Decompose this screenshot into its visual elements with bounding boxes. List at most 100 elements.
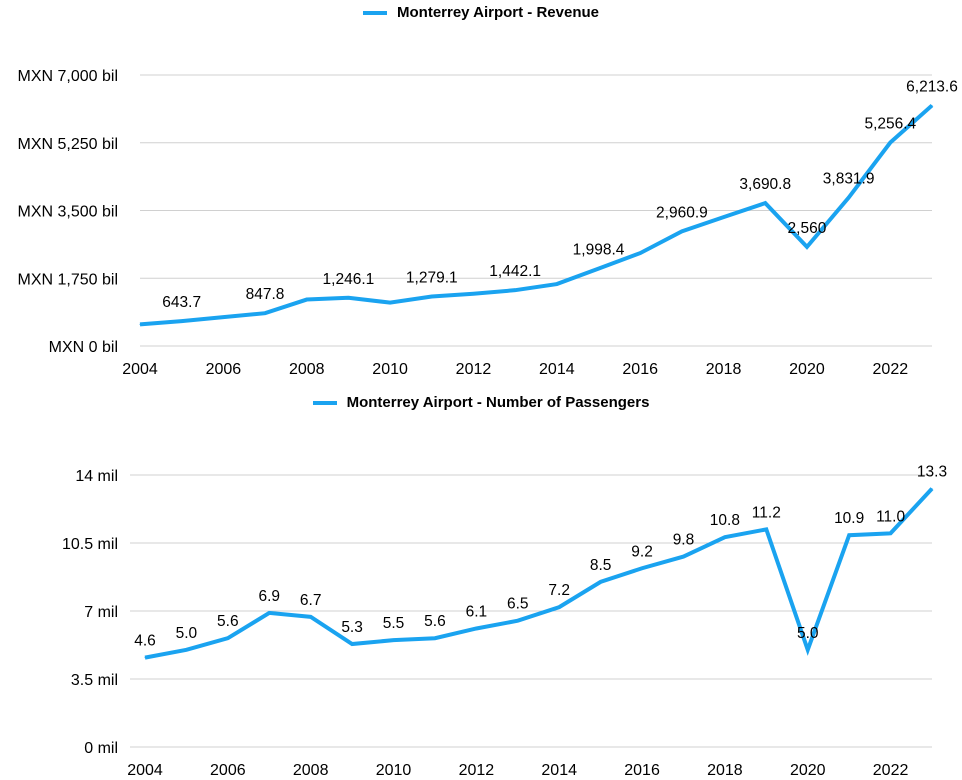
passengers-ytick-label: 0 mil bbox=[84, 740, 118, 757]
revenue-data-point bbox=[764, 202, 766, 204]
revenue-plot: MXN 0 bil MXN 1,750 bil MXN 3,500 bil MXN 5… bbox=[18, 68, 958, 378]
revenue-data-label: 1,279.1 bbox=[406, 269, 458, 286]
revenue-data-point bbox=[222, 316, 224, 318]
revenue-data-label: 5,256.4 bbox=[864, 116, 916, 133]
revenue-data-point bbox=[514, 289, 516, 291]
revenue-data-point bbox=[931, 104, 933, 106]
revenue-legend: Monterrey Airport - Revenue bbox=[0, 4, 962, 21]
passengers-data-point bbox=[848, 534, 850, 536]
revenue-data-point bbox=[848, 197, 850, 199]
passengers-xtick-label: 2012 bbox=[459, 762, 495, 779]
passengers-data-point bbox=[185, 649, 187, 651]
passengers-plot: 0 mil 3.5 mil 7 mil 10.5 mil 14 mil 2004 2006 2… bbox=[62, 464, 947, 779]
passengers-data-point bbox=[600, 581, 602, 583]
passengers-data-label: 10.8 bbox=[710, 512, 740, 529]
passengers-data-label: 13.3 bbox=[917, 464, 947, 481]
passengers-data-point bbox=[475, 627, 477, 629]
revenue-xtick-label: 2018 bbox=[706, 361, 742, 378]
passengers-legend-swatch bbox=[312, 400, 337, 405]
passengers-data-label: 10.9 bbox=[834, 510, 864, 527]
revenue-ytick-label: MXN 7,000 bil bbox=[18, 68, 119, 85]
passengers-data-label: 5.6 bbox=[424, 613, 446, 630]
passengers-xtick-label: 2020 bbox=[790, 762, 826, 779]
revenue-data-point bbox=[598, 268, 600, 270]
passengers-ytick-label: 3.5 mil bbox=[71, 672, 118, 689]
passengers-xtick-label: 2022 bbox=[873, 762, 909, 779]
revenue-ytick-label: MXN 1,750 bil bbox=[18, 271, 119, 288]
revenue-ytick-label: MXN 3,500 bil bbox=[18, 204, 119, 221]
revenue-data-point bbox=[181, 320, 183, 322]
passengers-xtick-label: 2014 bbox=[541, 762, 577, 779]
revenue-data-point bbox=[264, 312, 266, 314]
passengers-data-point bbox=[351, 643, 353, 645]
revenue-ytick-label: MXN 0 bil bbox=[49, 339, 118, 356]
revenue-data-label: 847.8 bbox=[246, 286, 285, 303]
revenue-series-line bbox=[139, 103, 934, 327]
passengers-legend: Monterrey Airport - Number of Passengers bbox=[0, 394, 962, 411]
revenue-data-label: 3,690.8 bbox=[739, 176, 791, 193]
revenue-xtick-label: 2006 bbox=[206, 361, 242, 378]
revenue-data-point bbox=[806, 246, 808, 248]
passengers-data-label: 5.5 bbox=[383, 615, 405, 632]
revenue-data-point bbox=[889, 142, 891, 144]
passengers-xtick-label: 2006 bbox=[210, 762, 246, 779]
passengers-data-label: 5.3 bbox=[341, 619, 363, 636]
revenue-legend-swatch bbox=[363, 10, 387, 15]
revenue-xtick-label: 2020 bbox=[789, 361, 825, 378]
passengers-data-label: 7.2 bbox=[548, 582, 570, 599]
passengers-data-point bbox=[724, 536, 726, 538]
passengers-ytick-label: 14 mil bbox=[75, 468, 118, 485]
revenue-data-point bbox=[431, 295, 433, 297]
passengers-xtick-label: 2016 bbox=[624, 762, 660, 779]
revenue-data-point bbox=[723, 216, 725, 218]
passengers-data-point bbox=[931, 488, 933, 490]
revenue-xtick-label: 2022 bbox=[873, 361, 909, 378]
passengers-data-point bbox=[310, 616, 312, 618]
passengers-data-label: 6.5 bbox=[507, 596, 529, 613]
revenue-xtick-label: 2004 bbox=[122, 361, 158, 378]
passengers-chart: Monterrey Airport - Number of Passengers… bbox=[0, 390, 962, 780]
revenue-data-point bbox=[139, 323, 141, 325]
revenue-data-point bbox=[472, 293, 474, 295]
revenue-data-point bbox=[389, 302, 391, 304]
passengers-data-point bbox=[144, 657, 146, 659]
passengers-data-label: 5.6 bbox=[217, 613, 239, 630]
passengers-data-label: 5.0 bbox=[797, 625, 819, 642]
revenue-ytick-label: MXN 5,250 bil bbox=[18, 136, 119, 153]
passengers-ytick-label: 10.5 mil bbox=[62, 536, 118, 553]
revenue-xtick-label: 2014 bbox=[539, 361, 575, 378]
revenue-data-point bbox=[347, 297, 349, 299]
passengers-data-point bbox=[807, 649, 809, 651]
passengers-data-label: 9.2 bbox=[631, 543, 653, 560]
passengers-xtick-label: 2018 bbox=[707, 762, 743, 779]
revenue-data-point bbox=[306, 299, 308, 301]
passengers-data-label: 8.5 bbox=[590, 557, 612, 574]
passengers-data-point bbox=[890, 532, 892, 534]
revenue-xtick-label: 2016 bbox=[622, 361, 658, 378]
passengers-data-label: 4.6 bbox=[134, 633, 156, 650]
passengers-data-point bbox=[641, 567, 643, 569]
passengers-data-point bbox=[227, 637, 229, 639]
passengers-series-line bbox=[144, 487, 934, 660]
passengers-legend-label: Monterrey Airport - Number of Passengers bbox=[346, 394, 650, 411]
passengers-xtick-label: 2010 bbox=[376, 762, 412, 779]
passengers-data-label: 6.9 bbox=[258, 588, 280, 605]
passengers-data-point bbox=[682, 556, 684, 558]
revenue-data-label: 643.7 bbox=[162, 294, 201, 311]
revenue-data-point bbox=[556, 283, 558, 285]
revenue-xtick-label: 2012 bbox=[456, 361, 492, 378]
revenue-data-label: 6,213.6 bbox=[906, 78, 958, 95]
passengers-data-point bbox=[434, 637, 436, 639]
revenue-xtick-label: 2008 bbox=[289, 361, 325, 378]
revenue-legend-label: Monterrey Airport - Revenue bbox=[397, 4, 599, 21]
passengers-data-point bbox=[393, 639, 395, 641]
passengers-ytick-label: 7 mil bbox=[84, 604, 118, 621]
revenue-data-label: 1,246.1 bbox=[323, 271, 375, 288]
revenue-chart: Monterrey Airport - Revenue MXN 0 bil MXN… bbox=[0, 4, 962, 378]
revenue-data-label: 1,442.1 bbox=[489, 263, 541, 280]
passengers-data-point bbox=[268, 612, 270, 614]
passengers-data-label: 11.2 bbox=[752, 504, 781, 521]
passengers-data-label: 11.0 bbox=[876, 508, 905, 525]
revenue-data-label: 3,831.9 bbox=[823, 171, 875, 188]
revenue-data-label: 2,960.9 bbox=[656, 204, 708, 221]
